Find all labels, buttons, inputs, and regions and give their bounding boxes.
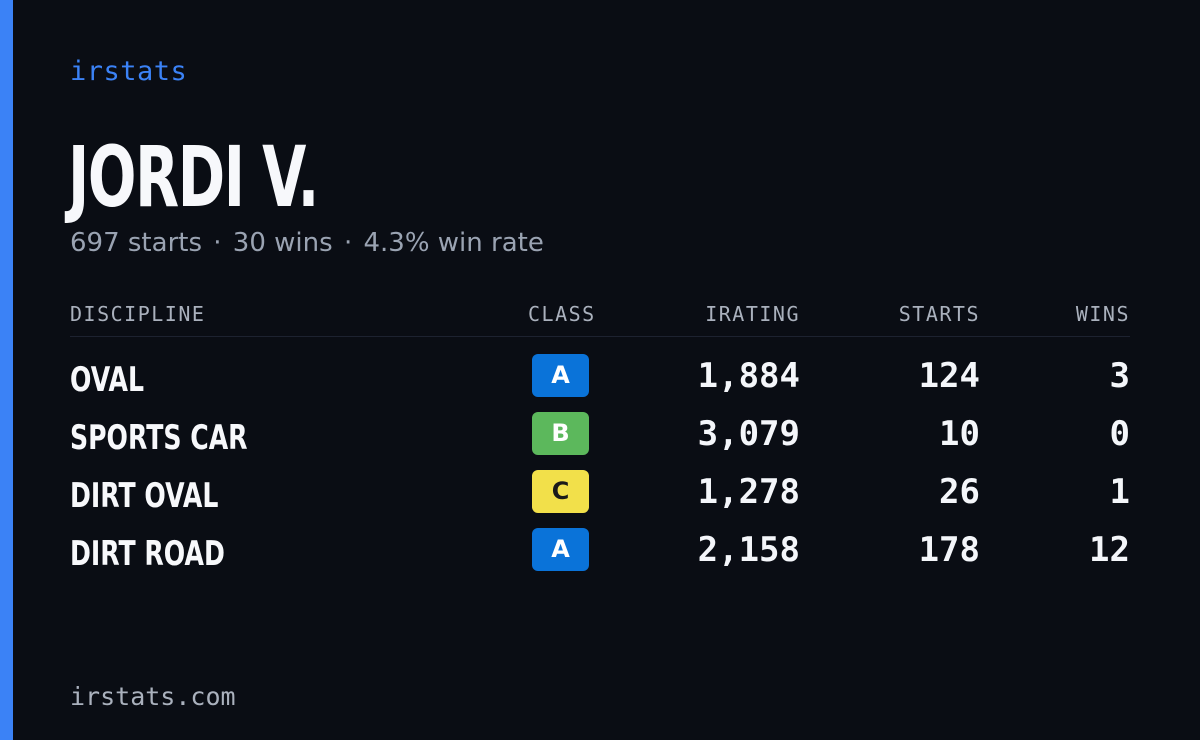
column-header-wins: WINS xyxy=(1075,302,1130,326)
accent-bar xyxy=(0,0,13,740)
table-row: OVAL A 1,884 124 3 xyxy=(0,354,1200,412)
table-row: SPORTS CAR B 3,079 10 0 xyxy=(0,412,1200,470)
discipline-name: OVAL xyxy=(70,360,144,400)
wins-value: 1 xyxy=(1109,472,1130,512)
table-row: DIRT OVAL C 1,278 26 1 xyxy=(0,470,1200,528)
footer-url[interactable]: irstats.com xyxy=(70,682,236,711)
starts-summary: 697 starts xyxy=(70,228,202,258)
irating-value: 3,079 xyxy=(697,414,800,454)
brand-logo-text: irstats xyxy=(70,56,188,87)
irating-value: 2,158 xyxy=(697,530,800,570)
class-badge: A xyxy=(532,528,589,571)
discipline-name: SPORTS CAR xyxy=(70,418,248,458)
wins-value: 0 xyxy=(1109,414,1130,454)
discipline-name: DIRT ROAD xyxy=(70,534,225,574)
discipline-name: DIRT OVAL xyxy=(70,476,219,516)
starts-value: 178 xyxy=(918,530,980,570)
column-header-class: CLASS xyxy=(528,302,596,326)
irating-value: 1,884 xyxy=(697,356,800,396)
player-summary: 697 starts · 30 wins · 4.3% win rate xyxy=(70,228,544,258)
wins-value: 12 xyxy=(1089,530,1130,570)
starts-value: 26 xyxy=(939,472,980,512)
column-header-irating: IRATING xyxy=(705,302,800,326)
column-header-discipline: DISCIPLINE xyxy=(70,302,206,326)
irating-value: 1,278 xyxy=(697,472,800,512)
starts-value: 124 xyxy=(918,356,980,396)
summary-separator: · xyxy=(213,228,222,258)
wins-value: 3 xyxy=(1109,356,1130,396)
starts-value: 10 xyxy=(939,414,980,454)
class-badge: B xyxy=(532,412,589,455)
class-badge: C xyxy=(532,470,589,513)
column-header-starts: STARTS xyxy=(898,302,980,326)
table-row: DIRT ROAD A 2,158 178 12 xyxy=(0,528,1200,586)
wins-summary: 30 wins xyxy=(232,228,333,258)
class-badge: A xyxy=(532,354,589,397)
winrate-summary: 4.3% win rate xyxy=(363,228,544,258)
summary-separator: · xyxy=(343,228,353,258)
header-divider xyxy=(70,336,1130,337)
player-name: JORDI V. xyxy=(68,128,319,226)
